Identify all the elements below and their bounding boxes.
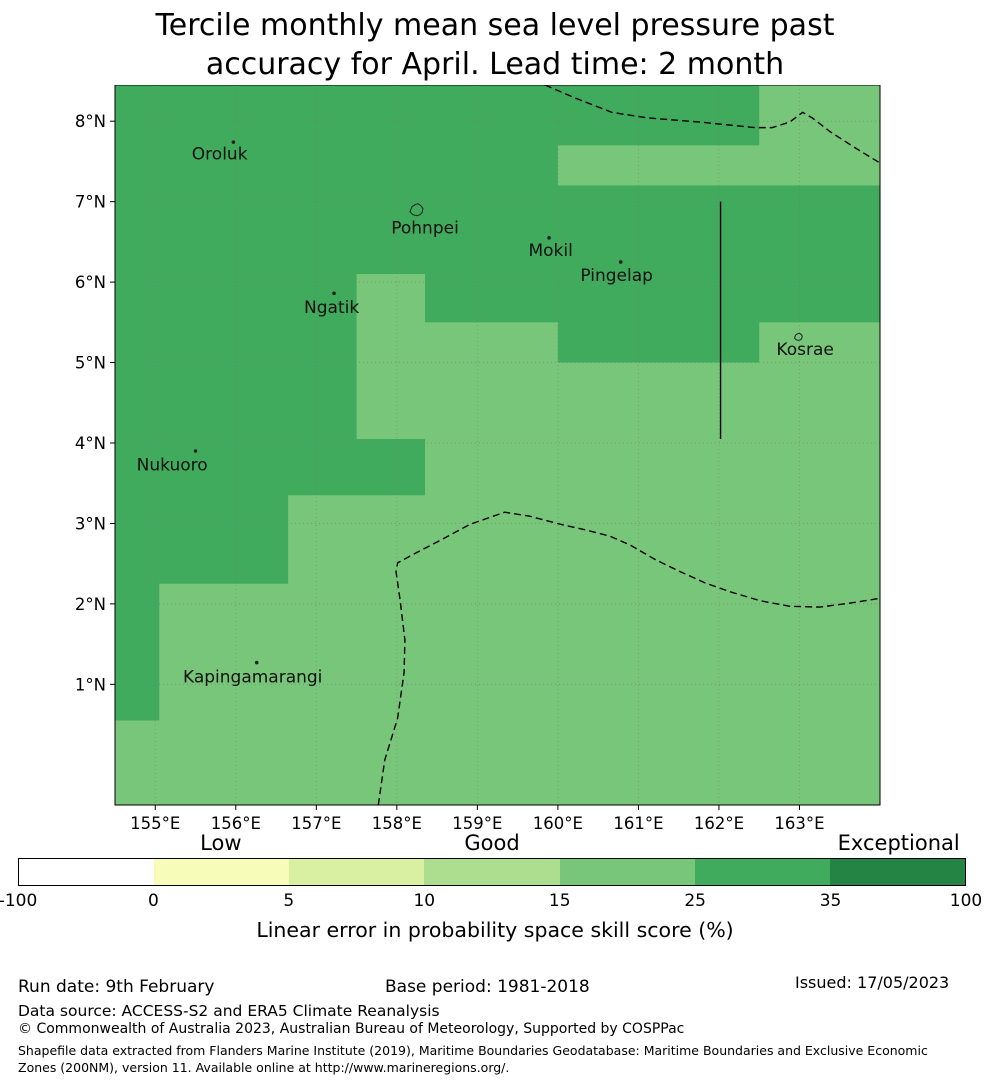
issued-date-text: Issued: 17/05/2023 <box>795 973 950 992</box>
kosrae-island-outline <box>793 332 803 341</box>
place-label-pingelap: Pingelap <box>580 266 653 286</box>
place-label-nukuoro: Nukuoro <box>137 456 208 476</box>
colorbar-tick-label: 15 <box>548 891 571 911</box>
colorbar <box>18 858 966 886</box>
colorbar-segment-35-100 <box>829 859 965 885</box>
colorbar-tick-label: 5 <box>283 891 295 911</box>
kapingamarangi-marker <box>254 660 259 665</box>
ngatik-marker <box>332 291 336 296</box>
x-axis-tick-label: 158°E <box>372 814 422 833</box>
map-layers: Oroluk Pohnpei Mokil Pingelap Ngatik Kosrae Nu… <box>115 85 880 805</box>
colorbar-segment-15-25 <box>559 859 695 885</box>
pingelap-marker <box>618 260 623 264</box>
y-axis-tick-label: 8°N <box>75 112 106 131</box>
map-frame <box>114 85 881 806</box>
colorbar-segment-25-35 <box>694 859 830 885</box>
place-label-pohnpei: Pohnpei <box>391 218 459 238</box>
x-axis-tick-label: 163°E <box>774 814 824 833</box>
base-period-text: Base period: 1981-2018 <box>385 977 590 997</box>
x-axis-tick-label: 162°E <box>694 814 744 833</box>
colorbar-tick-labels: -100 0 5 10 15 25 35 100 <box>0 891 982 913</box>
colorbar-axis-label: Linear error in probability space skill … <box>256 918 734 942</box>
colorbar-tick-label: 10 <box>413 891 436 911</box>
colorbar-qualitative-label-good: Good <box>464 831 520 855</box>
colorbar-qualitative-label-exceptional: Exceptional <box>837 831 960 855</box>
colorbar-segment-5-10 <box>289 859 425 885</box>
place-label-mokil: Mokil <box>528 241 572 261</box>
colorbar-qualitative-label-low: Low <box>200 831 242 855</box>
x-axis-tick-label: 155°E <box>130 814 180 833</box>
copyright-text: © Commonwealth of Australia 2023, Austra… <box>18 1021 685 1037</box>
colorbar-qualitative-labels: Low Good Exceptional <box>18 831 966 857</box>
place-label-oroluk: Oroluk <box>192 144 248 164</box>
eez-boundary-north <box>544 85 880 164</box>
colorbar-tick-label: 100 <box>949 891 983 911</box>
data-source-text: Data source: ACCESS-S2 and ERA5 Climate … <box>18 1002 440 1020</box>
skill-map: Oroluk Pohnpei Mokil Pingelap Ngatik Kosrae Nu… <box>75 85 881 833</box>
place-label-ngatik: Ngatik <box>304 298 359 318</box>
y-axis-tick-label: 2°N <box>75 595 106 614</box>
x-axis-tick-label: 159°E <box>452 814 502 833</box>
pohnpei-island-outline <box>409 203 424 217</box>
colorbar-tick-label: 25 <box>684 891 706 911</box>
x-axis-tick-label: 156°E <box>211 814 261 833</box>
mokil-marker <box>547 236 551 240</box>
run-date-text: Run date: 9th February <box>18 977 215 997</box>
colorbar-segment-10-15 <box>424 859 560 885</box>
eez-boundary-south <box>377 511 880 805</box>
shapefile-attribution-text: Shapefile data extracted from Flanders M… <box>18 1043 928 1075</box>
colorbar-segment-neg100-0 <box>19 859 155 885</box>
chart-title: Tercile monthly mean sea level pressure … <box>0 6 990 84</box>
colorbar-segment-0-5 <box>154 859 290 885</box>
place-label-kapingamarangi: Kapingamarangi <box>183 667 322 687</box>
skill-region-25-35 <box>115 85 880 721</box>
y-axis-tick-label: 6°N <box>75 273 106 292</box>
y-axis-tick-label: 5°N <box>75 354 106 373</box>
x-axis-tick-label: 157°E <box>291 814 341 833</box>
y-axis-tick-label: 7°N <box>75 193 106 212</box>
chart-title-line2: accuracy for April. Lead time: 2 month <box>205 47 785 82</box>
place-label-kosrae: Kosrae <box>776 340 833 360</box>
nukuoro-marker <box>193 449 198 453</box>
y-axis-tick-label: 4°N <box>75 434 106 453</box>
colorbar-tick-label: -100 <box>0 891 38 911</box>
oroluk-marker <box>231 140 236 144</box>
y-axis-tick-label: 3°N <box>75 514 106 533</box>
chart-title-line1: Tercile monthly mean sea level pressure … <box>155 8 835 43</box>
x-axis-tick-label: 161°E <box>613 814 663 833</box>
x-axis-tick-label: 160°E <box>533 814 583 833</box>
colorbar-tick-label: 35 <box>819 891 842 911</box>
y-axis-tick-label: 1°N <box>75 675 106 694</box>
colorbar-tick-label: 0 <box>148 891 159 911</box>
